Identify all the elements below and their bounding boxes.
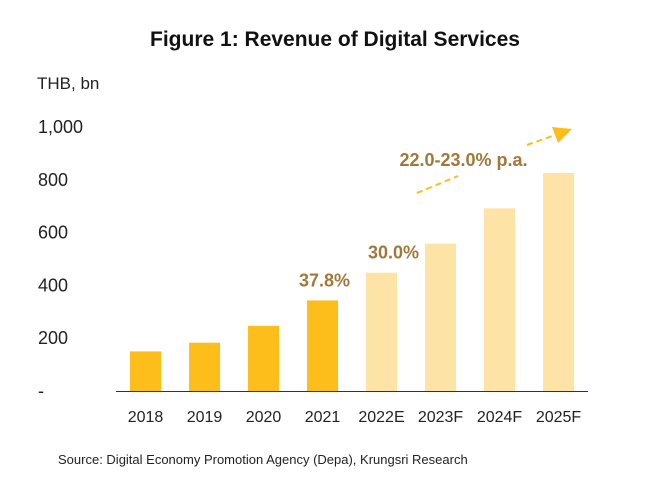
x-tick-label: 2018 [128,409,164,426]
chart-title: Figure 1: Revenue of Digital Services [150,28,520,51]
y-tick-label: 800 [38,170,68,190]
bar-2021 [307,300,338,391]
y-tick-label: 600 [38,223,68,243]
y-tick-label: 1,000 [38,117,83,137]
growth-annotation-2021: 37.8% [299,270,350,290]
y-axis-unit-label: THB, bn [37,74,100,93]
bar-2022E [366,272,397,391]
trend-arrow-head [552,127,572,143]
x-tick-label: 2024F [477,409,523,426]
y-tick-label: - [38,381,44,401]
source-note: Source: Digital Economy Promotion Agency… [58,452,468,467]
x-tick-label: 2020 [246,409,282,426]
trend-arrow-dash-left [416,175,459,194]
bar-2018 [130,351,161,391]
x-tick-label: 2023F [418,409,464,426]
y-tick-label: 200 [38,328,68,348]
x-tick-label: 2025F [536,409,582,426]
bar-2019 [189,342,220,391]
bar-2020 [248,325,279,391]
x-tick-label: 2019 [187,409,223,426]
bar-2023F [425,243,456,391]
growth-annotation-2022: 30.0% [368,243,419,263]
trend-arrow-dash-right [526,134,556,146]
cagr-annotation: 22.0-23.0% p.a. [399,150,527,170]
x-tick-label: 2021 [305,409,341,426]
y-tick-label: 400 [38,275,68,295]
bar-2024F [484,208,515,391]
bar-2025F [543,172,574,391]
x-tick-label: 2022E [358,409,404,426]
